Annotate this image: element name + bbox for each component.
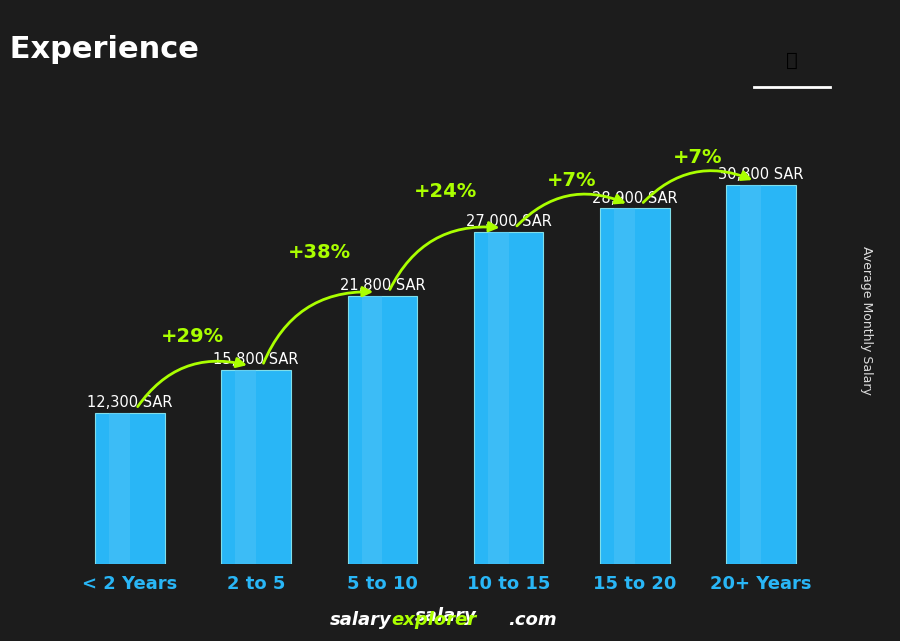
Bar [600, 208, 670, 564]
Text: 🕌: 🕌 [786, 51, 798, 71]
Bar [614, 208, 634, 564]
Text: +29%: +29% [161, 326, 224, 345]
Text: 28,900 SAR: 28,900 SAR [592, 191, 678, 206]
Text: salary: salary [415, 607, 476, 625]
Bar [741, 185, 761, 564]
Text: Salary Comparison By Experience: Salary Comparison By Experience [0, 35, 199, 64]
Bar [235, 369, 256, 564]
Text: explorer: explorer [392, 611, 477, 629]
Bar [362, 296, 382, 564]
Bar [488, 231, 508, 564]
Text: +7%: +7% [547, 171, 597, 190]
Text: salary: salary [329, 611, 392, 629]
Text: 27,000 SAR: 27,000 SAR [465, 214, 552, 229]
Text: .com: .com [508, 611, 557, 629]
Text: 30,800 SAR: 30,800 SAR [718, 167, 804, 182]
Text: +7%: +7% [673, 147, 723, 167]
Text: +38%: +38% [288, 244, 351, 262]
Text: 21,800 SAR: 21,800 SAR [339, 278, 425, 293]
Bar [109, 413, 130, 564]
Bar [221, 369, 291, 564]
Bar [95, 413, 165, 564]
Text: +24%: +24% [414, 182, 477, 201]
Text: 12,300 SAR: 12,300 SAR [87, 395, 173, 410]
Text: 15,800 SAR: 15,800 SAR [213, 352, 299, 367]
Text: Average Monthly Salary: Average Monthly Salary [860, 246, 873, 395]
Bar [347, 296, 417, 564]
Bar [474, 231, 544, 564]
Bar [726, 185, 796, 564]
